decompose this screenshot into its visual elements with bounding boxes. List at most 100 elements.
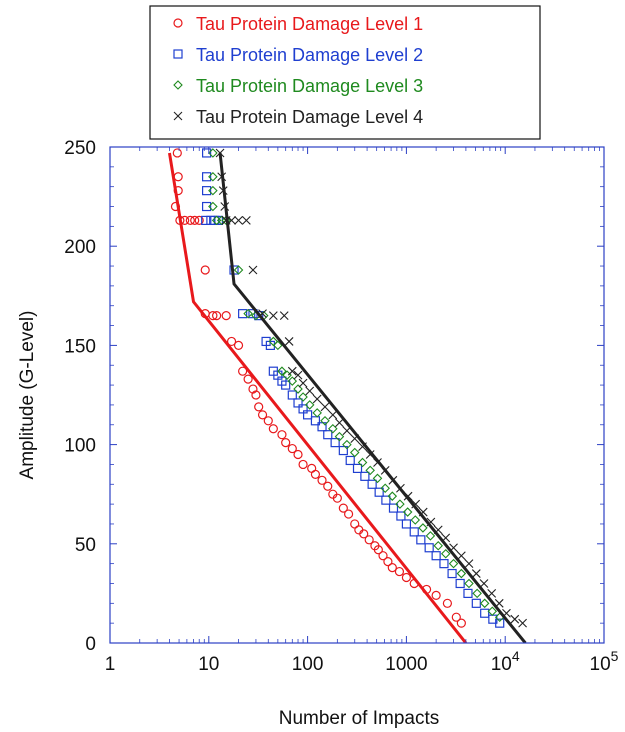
data-point xyxy=(431,590,441,600)
data-point xyxy=(455,578,465,589)
legend-label: Tau Protein Damage Level 4 xyxy=(196,107,423,127)
data-point xyxy=(328,423,338,434)
data-point xyxy=(312,394,322,404)
data-point xyxy=(323,430,333,440)
data-point xyxy=(208,148,218,158)
data-point xyxy=(320,402,330,412)
data-point xyxy=(381,495,391,505)
data-point xyxy=(307,463,317,474)
data-point xyxy=(277,430,287,440)
data-point xyxy=(416,535,426,545)
data-point xyxy=(374,487,384,497)
data-point xyxy=(396,511,406,521)
data-point xyxy=(456,618,466,628)
data-point xyxy=(208,171,218,182)
data-point xyxy=(310,469,321,479)
data-point xyxy=(248,265,258,275)
data-point xyxy=(367,479,377,489)
data-point xyxy=(401,519,411,529)
data-point xyxy=(456,551,466,561)
legend-marker xyxy=(173,18,183,28)
data-point xyxy=(394,566,405,577)
plot-frame xyxy=(109,146,605,644)
legend-box xyxy=(149,5,541,140)
legend-label: Tau Protein Damage Level 1 xyxy=(196,14,423,34)
data-point xyxy=(208,311,218,321)
data-point xyxy=(287,366,297,376)
data-point xyxy=(439,559,449,569)
legend-marker xyxy=(173,80,183,90)
x-tick-label: 1 xyxy=(105,654,116,675)
data-point xyxy=(425,531,436,541)
data-point xyxy=(456,568,467,579)
data-point xyxy=(293,384,303,394)
y-tick-label: 250 xyxy=(64,138,96,159)
data-point xyxy=(201,148,212,158)
data-point xyxy=(287,390,297,400)
data-point xyxy=(312,408,322,418)
data-point xyxy=(268,311,278,321)
data-point xyxy=(284,337,294,346)
y-axis-label: Amplitude (G-Level) xyxy=(17,311,38,480)
data-point xyxy=(304,400,315,410)
legend-label: Tau Protein Damage Level 2 xyxy=(196,45,423,65)
data-point xyxy=(463,588,473,599)
data-point xyxy=(281,380,291,390)
data-point xyxy=(471,569,481,578)
data-point xyxy=(185,215,195,226)
x-axis-label: Number of Impacts xyxy=(279,708,440,729)
data-point xyxy=(338,445,348,456)
data-point xyxy=(402,507,413,517)
data-point xyxy=(360,471,370,481)
data-point xyxy=(248,384,258,394)
data-point xyxy=(510,614,520,624)
data-point xyxy=(440,548,451,559)
data-point xyxy=(352,463,363,474)
x-tick-exponent: 5 xyxy=(611,648,619,664)
x-tick-label: 10 xyxy=(198,654,219,675)
data-point xyxy=(471,598,481,608)
data-point xyxy=(226,336,237,347)
data-point xyxy=(200,265,210,275)
chart-marks xyxy=(168,148,527,643)
data-point xyxy=(433,541,444,551)
data-point xyxy=(287,443,297,454)
x-tick-exponent: 4 xyxy=(512,648,520,664)
data-point xyxy=(451,612,461,622)
data-point xyxy=(518,618,527,628)
data-point xyxy=(418,523,428,533)
data-point xyxy=(208,185,218,196)
axis-ticks: 1 10 100 1000 104 105 0 50 100 150 200 250 xyxy=(64,138,618,675)
data-point xyxy=(387,491,398,501)
data-point xyxy=(334,431,345,442)
data-point xyxy=(257,410,268,420)
data-point xyxy=(243,374,253,384)
y-tick-label: 200 xyxy=(64,237,96,258)
data-point xyxy=(268,424,278,434)
data-point xyxy=(409,527,419,537)
legend-marker xyxy=(173,111,183,121)
data-point xyxy=(349,447,360,458)
data-point xyxy=(479,598,490,609)
data-point xyxy=(298,459,308,470)
data-point xyxy=(234,216,243,225)
data-point xyxy=(251,390,261,400)
data-point xyxy=(448,558,459,569)
data-point xyxy=(201,186,212,196)
data-point xyxy=(303,410,313,420)
legend: Tau Protein Damage Level 1 Tau Protein Da… xyxy=(173,14,423,127)
data-point xyxy=(317,475,327,485)
x-tick-label: 104 xyxy=(491,648,520,675)
data-point xyxy=(281,438,291,448)
data-point xyxy=(201,201,212,212)
data-point xyxy=(263,416,273,426)
data-point xyxy=(287,376,298,386)
data-point xyxy=(243,308,253,319)
data-point xyxy=(387,563,397,573)
legend-label: Tau Protein Damage Level 3 xyxy=(196,76,423,96)
data-point xyxy=(487,606,498,617)
data-point xyxy=(254,311,264,321)
data-point xyxy=(241,216,251,225)
data-point xyxy=(372,473,383,484)
y-tick-label: 150 xyxy=(64,336,96,357)
